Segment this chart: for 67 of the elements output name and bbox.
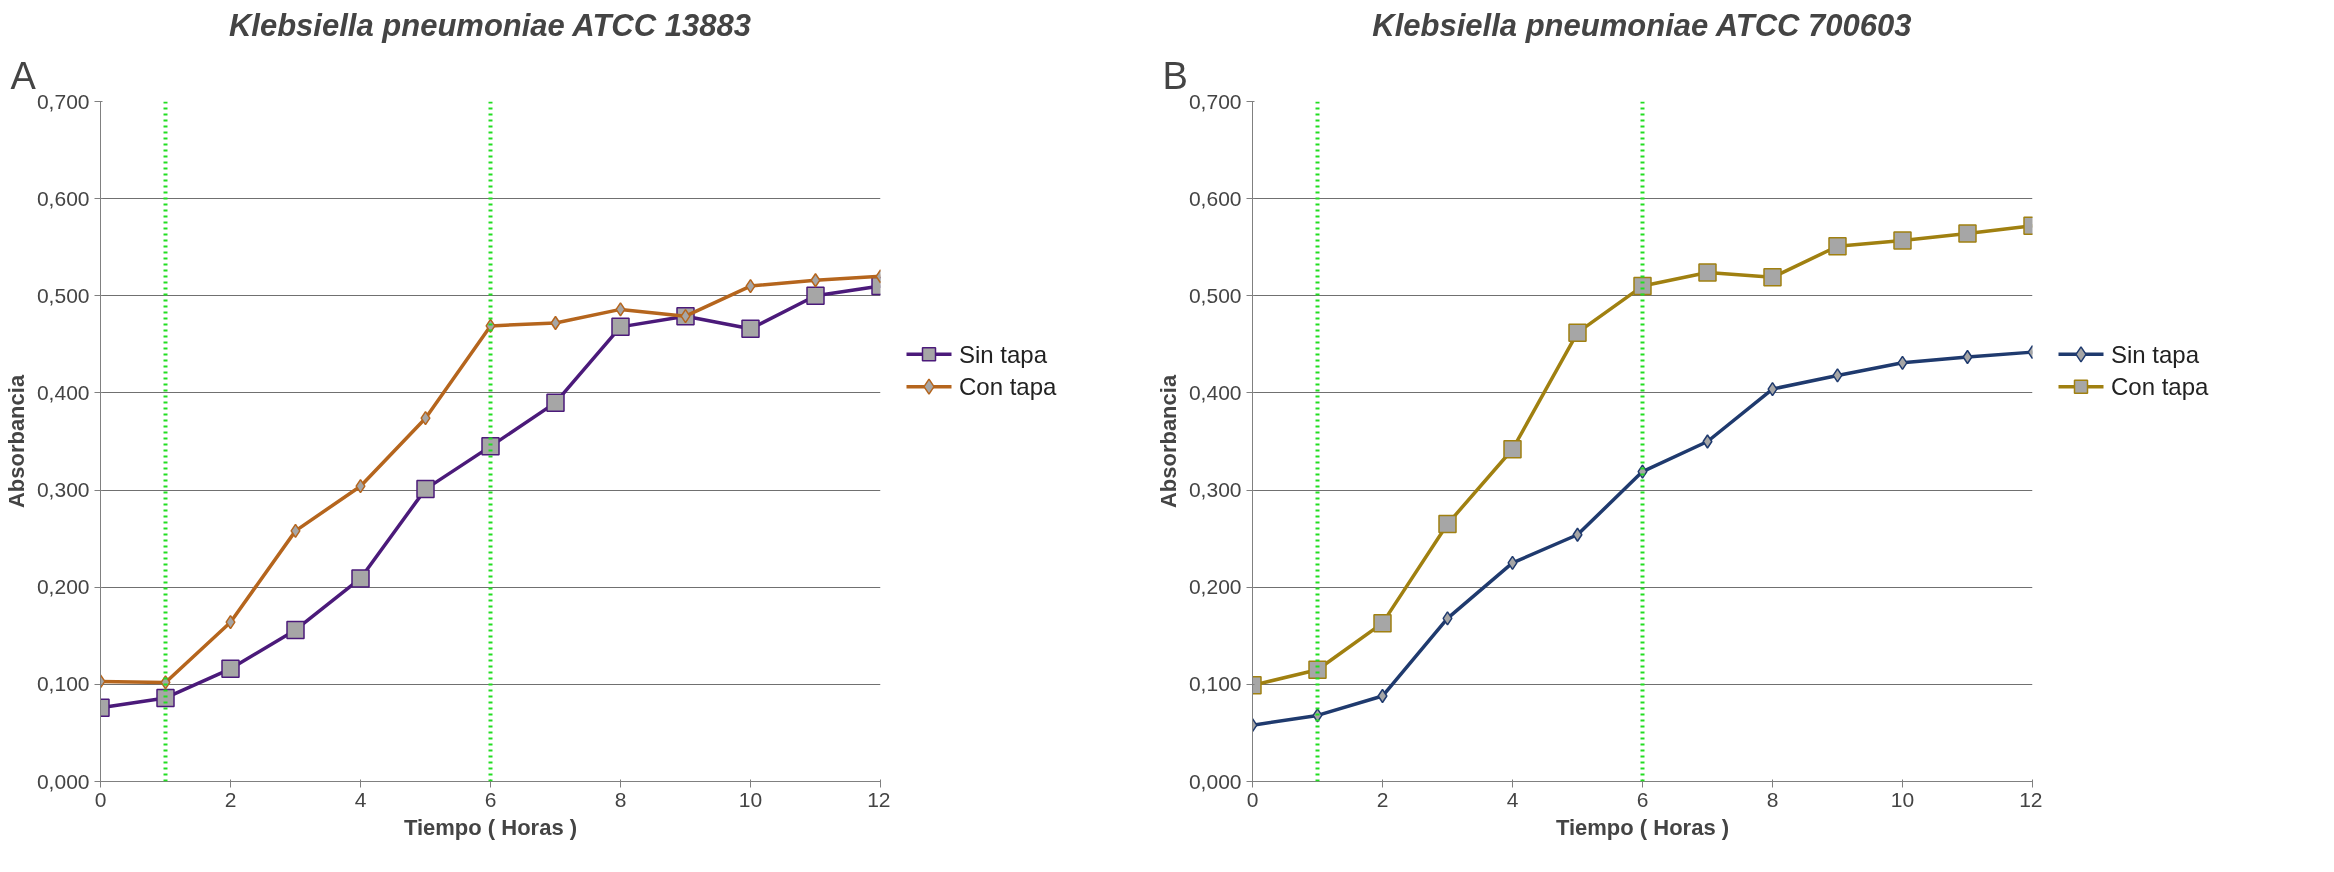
point bbox=[1442, 611, 1453, 626]
legend-label: Con tapa bbox=[2111, 373, 2210, 401]
point bbox=[615, 302, 626, 317]
point bbox=[481, 437, 500, 456]
y-tick-label: 0,300 bbox=[36, 478, 90, 502]
y-tick-label: 0,200 bbox=[1188, 575, 1242, 599]
x-tick-label: 0 bbox=[94, 787, 107, 811]
x-axis-title: Tiempo ( Horas ) bbox=[403, 814, 578, 840]
point bbox=[351, 569, 370, 588]
y-tick-label: 0,200 bbox=[36, 575, 90, 599]
chart-title: Klebsiella pneumoniae ATCC 700603 bbox=[1372, 7, 1912, 43]
y-tick-label: 0,100 bbox=[36, 672, 90, 696]
x-tick-label: 12 bbox=[867, 787, 891, 811]
text: B bbox=[1162, 54, 1188, 97]
legend-label: Sin tapa bbox=[2111, 340, 2200, 368]
point bbox=[1893, 231, 1912, 250]
point bbox=[416, 479, 435, 499]
x-tick-label: 8 bbox=[1766, 787, 1779, 811]
x-tick-label: 4 bbox=[354, 787, 367, 811]
point bbox=[806, 286, 825, 306]
y-tick-label: 0,500 bbox=[1188, 283, 1242, 307]
point bbox=[1633, 276, 1652, 296]
x-tick-label: 10 bbox=[1890, 787, 1915, 811]
point bbox=[1702, 434, 1713, 449]
point bbox=[1308, 660, 1327, 680]
y-tick-label: 0,500 bbox=[36, 283, 90, 307]
y-tick-label: 0,600 bbox=[36, 186, 90, 210]
y-tick-label: 0,000 bbox=[1188, 769, 1242, 793]
y-tick-label: 0,400 bbox=[1188, 380, 1242, 404]
point bbox=[286, 620, 305, 640]
point bbox=[1503, 440, 1522, 459]
point bbox=[156, 688, 175, 708]
chart-title: Klebsiella pneumoniae ATCC 13883 bbox=[228, 7, 751, 43]
x-tick-label: 10 bbox=[738, 787, 763, 811]
x-tick-label: 6 bbox=[1636, 787, 1649, 811]
point bbox=[1958, 224, 1977, 243]
y-axis-title: Absorbancia bbox=[3, 374, 29, 509]
point bbox=[1373, 613, 1392, 633]
y-tick-label: 0,700 bbox=[36, 89, 90, 113]
point bbox=[611, 317, 630, 337]
x-tick-label: 12 bbox=[2019, 787, 2043, 811]
point bbox=[1763, 268, 1782, 287]
y-tick-label: 0,600 bbox=[1188, 186, 1242, 210]
y-tick-label: 0,300 bbox=[1188, 478, 1242, 502]
text: A bbox=[10, 54, 37, 97]
point bbox=[221, 659, 240, 679]
point bbox=[1828, 236, 1847, 256]
point bbox=[1698, 263, 1717, 282]
y-tick-label: 0,400 bbox=[36, 380, 90, 404]
point bbox=[741, 319, 760, 339]
x-axis-title: Tiempo ( Horas ) bbox=[1555, 814, 1730, 840]
legend-label: Sin tapa bbox=[959, 340, 1048, 368]
y-tick-label: 0,100 bbox=[1188, 672, 1242, 696]
x-tick-label: 2 bbox=[224, 787, 237, 811]
y-axis-title: Absorbancia bbox=[1155, 374, 1181, 509]
y-tick-label: 0,000 bbox=[36, 769, 90, 793]
point bbox=[1568, 323, 1587, 342]
x-tick-label: 6 bbox=[484, 787, 497, 811]
x-tick-label: 0 bbox=[1246, 787, 1259, 811]
y-tick-label: 0,700 bbox=[1188, 89, 1242, 113]
point bbox=[1438, 514, 1457, 534]
point bbox=[546, 393, 565, 412]
x-tick-label: 2 bbox=[1376, 787, 1389, 811]
legend-label: Con tapa bbox=[959, 373, 1058, 401]
x-tick-label: 4 bbox=[1506, 787, 1519, 811]
point bbox=[1832, 368, 1843, 383]
x-tick-label: 8 bbox=[614, 787, 627, 811]
